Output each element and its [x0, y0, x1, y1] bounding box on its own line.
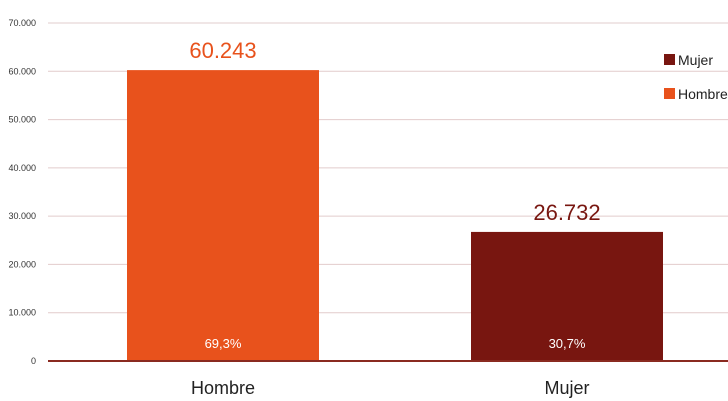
y-tick-label: 70.000 — [8, 18, 36, 28]
y-axis-ticks: 0 10.000 20.000 30.000 40.000 50.000 60.000 70.… — [8, 18, 36, 366]
legend-label: Mujer — [678, 52, 713, 68]
data-labels: 60.243 69,3% 26.732 30,7% — [189, 38, 600, 351]
value-label: 60.243 — [189, 38, 256, 63]
value-label: 26.732 — [533, 200, 600, 225]
y-tick-label: 10.000 — [8, 308, 36, 318]
legend-swatch — [664, 88, 675, 99]
legend-label: Hombre — [678, 86, 728, 102]
bar-mujer — [471, 231, 663, 361]
x-axis: Hombre Mujer — [48, 360, 728, 398]
x-tick-label: Mujer — [544, 378, 589, 398]
y-tick-label: 60.000 — [8, 66, 36, 76]
bars — [127, 70, 663, 362]
legend-swatch — [664, 54, 675, 65]
bar-hombre — [127, 70, 319, 362]
y-tick-label: 50.000 — [8, 115, 36, 125]
percent-label: 30,7% — [549, 336, 586, 351]
percent-label: 69,3% — [205, 336, 242, 351]
legend: Mujer Hombre — [664, 52, 728, 102]
y-tick-label: 30.000 — [8, 211, 36, 221]
x-tick-label: Hombre — [191, 378, 255, 398]
y-tick-label: 40.000 — [8, 163, 36, 173]
y-tick-label: 20.000 — [8, 259, 36, 269]
y-tick-label: 0 — [31, 356, 36, 366]
